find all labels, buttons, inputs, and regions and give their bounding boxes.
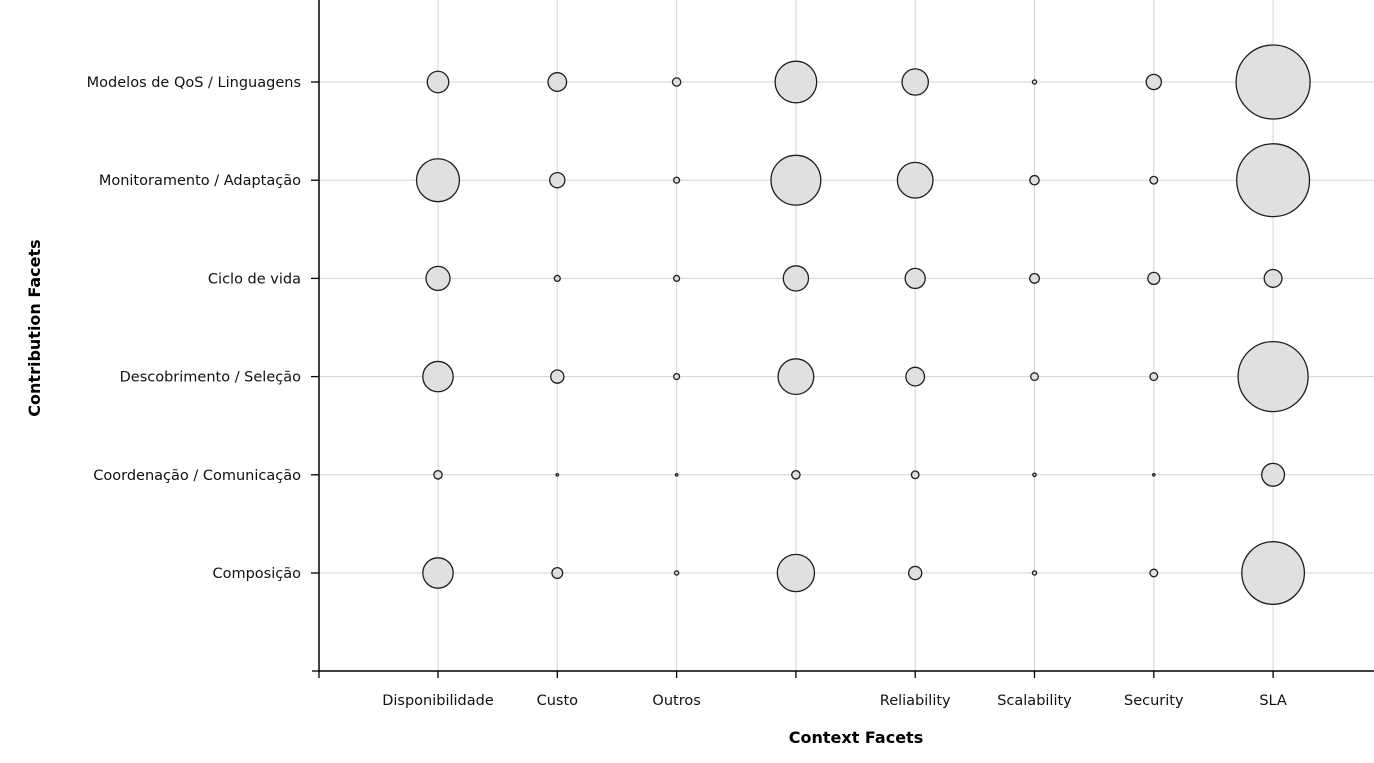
bubble-descobrimento-selecao-disponibilidade	[422, 360, 454, 393]
bubble-descobrimento-selecao-sla	[1237, 340, 1309, 413]
bubble-ciclo-de-vida-disponibilidade	[425, 265, 451, 292]
x-tick-label-security: Security	[1124, 693, 1184, 709]
x-tick-label-custo: Custo	[537, 693, 579, 709]
bubble-descobrimento-selecao-outros	[673, 373, 681, 381]
bubbles	[415, 44, 1311, 605]
bubble-coordenacao-comunicacao-disponibilidade	[433, 469, 443, 480]
bubble-composicao-disponibilidade	[422, 557, 454, 589]
bubble-monitoramento-adaptacao-sla	[1236, 143, 1311, 218]
tick-labels: Disponibilidade Custo Outros Reliability Sca…	[87, 75, 1287, 709]
bubble-monitoramento-adaptacao-reliability	[896, 161, 934, 199]
bubble-coordenacao-comunicacao-custo	[555, 472, 560, 477]
grid-lines	[319, 0, 1374, 671]
bubble-modelos-de-qos-linguagens-disponibilidade	[426, 70, 450, 94]
bubble-composicao-scalability	[1031, 570, 1038, 576]
axes	[311, 0, 1374, 678]
bubble-descobrimento-selecao-custo	[550, 369, 565, 384]
x-tick-label-disponibilidade: Disponibilidade	[382, 693, 494, 709]
bubble-modelos-de-qos-linguagens-blank	[774, 60, 818, 104]
bubble-modelos-de-qos-linguagens-security	[1145, 73, 1163, 91]
bubble-monitoramento-adaptacao-blank	[770, 154, 822, 206]
bubble-composicao-sla	[1241, 541, 1306, 605]
bubble-monitoramento-adaptacao-custo	[549, 171, 566, 189]
bubble-ciclo-de-vida-reliability	[904, 267, 926, 290]
bubble-composicao-outros	[673, 570, 680, 576]
bubble-modelos-de-qos-linguagens-outros	[671, 77, 682, 87]
bubble-ciclo-de-vida-security	[1147, 271, 1161, 286]
bubble-monitoramento-adaptacao-security	[1149, 175, 1159, 185]
bubble-descobrimento-selecao-blank	[777, 358, 815, 396]
bubble-ciclo-de-vida-scalability	[1029, 272, 1040, 284]
bubble-ciclo-de-vida-blank	[782, 265, 810, 292]
y-tick-label-monitoramento-adaptacao: Monitoramento / Adaptação	[99, 173, 301, 189]
bubble-coordenacao-comunicacao-blank	[791, 469, 801, 480]
bubble-modelos-de-qos-linguagens-reliability	[901, 68, 929, 96]
x-tick-label-reliability: Reliability	[880, 693, 951, 709]
y-tick-label-ciclo-de-vida: Ciclo de vida	[208, 271, 301, 287]
x-tick-label-scalability: Scalability	[997, 693, 1072, 709]
bubble-ciclo-de-vida-custo	[553, 274, 561, 282]
bubble-modelos-de-qos-linguagens-scalability	[1031, 79, 1038, 85]
bubble-coordenacao-comunicacao-reliability	[910, 470, 920, 480]
x-tick-label-sla: SLA	[1259, 693, 1287, 709]
bubble-composicao-custo	[551, 566, 564, 580]
bubble-monitoramento-adaptacao-outros	[673, 176, 681, 184]
bubble-coordenacao-comunicacao-security	[1151, 472, 1156, 477]
bubble-coordenacao-comunicacao-outros	[674, 472, 679, 477]
bubble-composicao-blank	[776, 553, 816, 593]
x-tick-label-outros: Outros	[652, 693, 700, 709]
bubble-coordenacao-comunicacao-scalability	[1032, 472, 1037, 478]
y-tick-label-descobrimento-selecao: Descobrimento / Seleção	[120, 370, 302, 386]
bubble-monitoramento-adaptacao-scalability	[1029, 174, 1040, 186]
bubble-descobrimento-selecao-scalability	[1030, 372, 1039, 382]
bubble-descobrimento-selecao-reliability	[905, 366, 926, 387]
bubble-ciclo-de-vida-sla	[1263, 268, 1283, 288]
bubble-modelos-de-qos-linguagens-sla	[1235, 44, 1311, 120]
bubble-composicao-security	[1149, 568, 1159, 578]
bubble-coordenacao-comunicacao-sla	[1261, 462, 1286, 487]
bubble-monitoramento-adaptacao-disponibilidade	[415, 158, 461, 203]
y-tick-label-coordenacao-comunicacao: Coordenação / Comunicação	[93, 468, 301, 484]
bubble-composicao-reliability	[907, 565, 923, 581]
x-axis-title: Context Facets	[789, 728, 923, 747]
bubble-ciclo-de-vida-outros	[673, 274, 681, 282]
bubble-modelos-de-qos-linguagens-custo	[547, 72, 568, 92]
y-tick-label-composicao: Composição	[212, 566, 301, 582]
bubble-descobrimento-selecao-security	[1149, 372, 1159, 382]
y-axis-title: Contribution Facets	[25, 239, 44, 416]
y-tick-label-modelos-de-qos-linguagens: Modelos de QoS / Linguagens	[87, 75, 301, 91]
